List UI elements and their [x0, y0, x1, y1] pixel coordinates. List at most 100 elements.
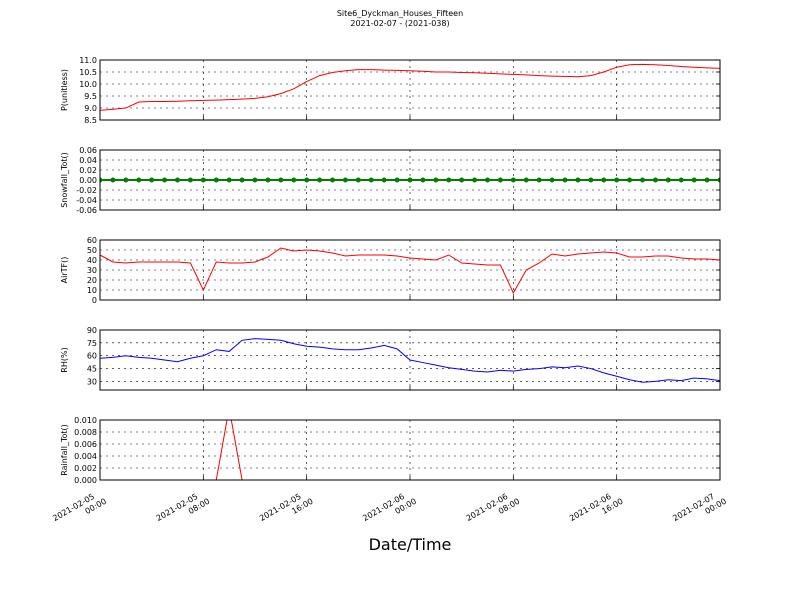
y-tick-label: 0.006	[74, 440, 97, 449]
y-tick-label: 11.0	[79, 56, 97, 65]
y-tick-label: 75	[87, 339, 97, 348]
y-tick-label: 0.002	[74, 464, 97, 473]
y-tick-label: 0.010	[74, 416, 97, 425]
x-tick-label: 2021-02-0500:00	[51, 488, 108, 532]
data-point	[536, 177, 542, 183]
chart-subtitle: 2021-02-07 - (2021-038)	[350, 19, 449, 28]
y-tick-label: 60	[87, 352, 97, 361]
data-point	[575, 177, 581, 183]
data-point	[100, 177, 103, 183]
data-point	[446, 177, 452, 183]
data-point	[291, 177, 297, 183]
series	[100, 338, 720, 383]
data-point	[394, 177, 400, 183]
y-tick-label: -0.04	[76, 196, 97, 205]
y-tick-label: -0.06	[76, 206, 97, 215]
data-point	[149, 177, 155, 183]
data-point	[652, 177, 658, 183]
data-point	[368, 177, 374, 183]
series	[100, 247, 720, 295]
data-line	[100, 63, 720, 111]
data-point	[497, 177, 503, 183]
y-tick-label: 9.0	[84, 104, 97, 113]
y-axis-label: Snowfall_Tot()	[60, 152, 69, 208]
data-point	[226, 177, 232, 183]
data-point	[627, 177, 633, 183]
x-tick-label: 2021-02-0516:00	[258, 488, 315, 532]
data-point	[162, 177, 168, 183]
data-point	[342, 177, 348, 183]
y-tick-label: 10.0	[79, 80, 97, 89]
y-tick-label: 0.000	[74, 476, 97, 485]
axes-frame	[99, 329, 721, 391]
data-point	[381, 177, 387, 183]
data-point	[239, 177, 245, 183]
data-point	[252, 177, 258, 183]
data-point	[665, 177, 671, 183]
data-point	[110, 177, 116, 183]
data-point	[213, 177, 219, 183]
data-point	[549, 177, 555, 183]
data-point	[175, 177, 180, 183]
y-tick-label: 8.5	[84, 116, 97, 125]
y-axis-label: AirTF()	[60, 257, 69, 284]
data-point	[717, 177, 720, 183]
y-tick-label: 45	[87, 365, 97, 374]
axes-frame	[99, 239, 721, 301]
data-point	[136, 177, 142, 183]
y-axis-label: Rainfall_Tot()	[60, 424, 69, 476]
axes-frame	[99, 149, 721, 211]
chart-title: Site6_Dyckman_Houses_Fifteen	[337, 9, 463, 18]
data-point	[330, 177, 335, 183]
data-point	[678, 177, 684, 183]
y-tick-label: 10.5	[79, 68, 97, 77]
data-point	[407, 177, 413, 183]
data-point	[485, 177, 490, 183]
data-point	[355, 177, 361, 183]
y-tick-label: 0.06	[79, 146, 97, 155]
data-line	[100, 247, 720, 295]
data-point	[420, 177, 426, 183]
data-point	[200, 177, 206, 183]
x-axis-label: Date/Time	[369, 535, 452, 554]
data-point	[459, 177, 465, 183]
data-point	[640, 177, 645, 183]
y-tick-label: 10	[87, 286, 97, 295]
y-tick-label: 0.02	[79, 166, 97, 175]
x-tick-label: 2021-02-0608:00	[465, 488, 522, 532]
axes-frame	[99, 419, 721, 481]
data-point	[588, 177, 594, 183]
x-tick-label: 2021-02-0508:00	[155, 488, 212, 532]
x-tick-label: 2021-02-0700:00	[671, 488, 728, 532]
data-line	[100, 338, 720, 383]
y-tick-label: 9.5	[84, 92, 97, 101]
data-point	[691, 177, 697, 183]
y-tick-label: 0.04	[79, 156, 97, 165]
x-tick-label: 2021-02-0600:00	[361, 488, 418, 532]
y-axis-label: RH(%)	[60, 347, 69, 372]
data-point	[510, 177, 516, 183]
y-tick-label: 0	[92, 296, 97, 305]
y-tick-label: 30	[87, 377, 97, 386]
y-tick-label: 40	[87, 256, 97, 265]
y-tick-label: 0.00	[79, 176, 97, 185]
data-point	[614, 177, 620, 183]
y-tick-label: 60	[87, 236, 97, 245]
series	[100, 177, 720, 183]
y-axis-label: P(unitless)	[60, 69, 69, 111]
y-tick-label: -0.02	[76, 186, 97, 195]
y-tick-label: 50	[87, 246, 97, 255]
data-point	[704, 177, 710, 183]
data-point	[523, 177, 529, 183]
y-tick-label: 90	[87, 326, 97, 335]
series	[100, 63, 720, 111]
data-point	[433, 177, 439, 183]
data-point	[601, 177, 607, 183]
data-point	[317, 177, 323, 183]
x-tick-label: 2021-02-0616:00	[568, 488, 625, 532]
y-tick-label: 0.008	[74, 428, 97, 437]
y-tick-label: 20	[87, 276, 97, 285]
y-tick-label: 30	[87, 266, 97, 275]
data-point	[278, 177, 284, 183]
